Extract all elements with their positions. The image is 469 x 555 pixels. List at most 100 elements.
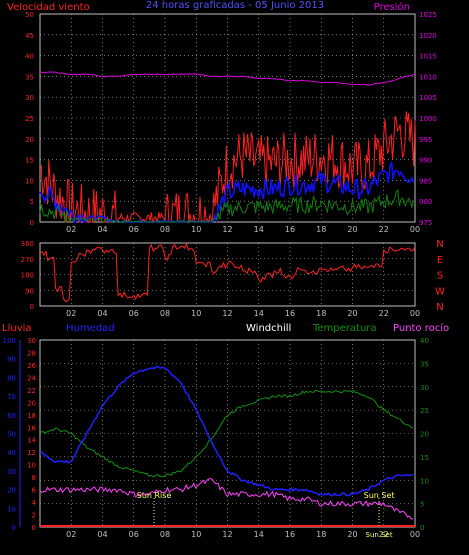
x-tick-label: 00 [410,225,420,234]
x-tick-label: 04 [97,225,107,234]
x-tick-label: 22 [379,225,389,234]
y-tick-label-humidity: 90 [7,356,16,364]
y-tick-label-rain: 0 [32,524,36,532]
y-tick-label-temperature: 10 [420,477,429,485]
y-tick-label-humidity: 30 [7,468,16,476]
legend-dewpoint: Punto rocío [393,322,449,334]
series-wind-direction [39,242,416,303]
series-temperature [39,389,414,478]
y-tick-label-humidity: 10 [7,505,16,513]
x-tick-label: 14 [254,530,264,539]
series-dewpoint [39,477,414,520]
x-tick-label: 14 [254,225,264,234]
x-tick-label: 06 [129,225,139,234]
y-tick-label-right: 1025 [419,11,437,19]
y-tick-label-left: 270 [21,256,34,264]
y-tick-label-right: 1010 [419,73,437,81]
y-tick-label-right: 995 [419,136,432,144]
y-axis-title-right: Presión [374,1,410,13]
y-tick-label-temperature: 40 [420,337,429,345]
y-tick-label-left: 0 [30,303,34,311]
annotation-tick-label: Sun Set [366,531,393,539]
x-tick-label: 18 [316,309,326,318]
x-tick-label: 04 [97,309,107,318]
x-tick-label: 16 [285,225,295,234]
x-tick-label: 00 [410,530,420,539]
y-tick-label-humidity: 40 [7,449,16,457]
y-tick-label-left: 180 [21,272,34,280]
x-tick-label: 12 [222,309,232,318]
y-tick-label-humidity: 20 [7,487,16,495]
y-tick-label-rain: 10 [27,462,36,470]
x-tick-label: 08 [160,309,170,318]
y-tick-label-humidity: 50 [7,431,16,439]
y-tick-label-rain: 4 [32,499,37,507]
wind-pressure-panel: 02 04 06 08 10 12 14 16 18 20 22 000510152025303540… [7,0,437,234]
x-tick-label: 18 [316,225,326,234]
x-tick-label: 02 [66,225,76,234]
y-tick-label-temperature: 0 [420,524,424,532]
y-tick-label-rain: 12 [27,449,36,457]
y-tick-label-humidity: 80 [7,374,16,382]
y-tick-label-right: 1000 [419,115,437,123]
wind-direction-panel: 02 04 06 08 10 12 14 16 18 20 22 00090180270360NWSE… [21,239,445,318]
x-tick-label: 16 [285,309,295,318]
y-tick-label-left: 0 [30,219,34,227]
y-tick-label-rain: 26 [27,362,36,370]
y-tick-label-rain: 16 [27,424,36,432]
direction-label: E [437,255,443,266]
legend-windchill: Windchill [246,323,291,334]
x-tick-label: 14 [254,309,264,318]
y-tick-label-right: 975 [419,219,432,227]
y-tick-label-rain: 8 [32,474,36,482]
y-tick-label-left: 50 [25,11,34,19]
y-tick-label-rain: 24 [27,374,36,382]
series-wind [39,161,415,224]
series-gust [39,111,416,224]
y-tick-label-rain: 30 [27,337,36,345]
y-tick-label-right: 1015 [419,53,437,61]
x-tick-label: 22 [379,530,389,539]
x-tick-label: 22 [379,309,389,318]
x-tick-label: 02 [66,309,76,318]
y-tick-label-humidity: 70 [7,393,16,401]
y-tick-label-rain: 20 [27,399,36,407]
y-tick-label-temperature: 5 [420,501,424,509]
x-tick-label: 08 [160,530,170,539]
x-tick-label: 10 [191,309,201,318]
y-tick-label-humidity: 60 [7,412,16,420]
y-tick-label-left: 90 [25,287,34,295]
y-tick-label-left: 30 [25,94,34,102]
legend-rain: Lluvia [2,323,32,334]
direction-label: W [435,286,445,297]
legend-temperature: Temperatura [312,323,377,334]
x-tick-label: 10 [191,530,201,539]
annotation-label: Sun Set [364,491,395,500]
x-tick-label: 12 [222,225,232,234]
y-tick-label-humidity: 100 [3,337,16,345]
y-axis-title-left: Velocidad viento [7,2,90,13]
x-tick-label: 16 [285,530,295,539]
y-tick-label-left: 15 [25,157,34,165]
y-tick-label-left: 10 [25,177,34,185]
series-wind-min [39,189,414,224]
y-tick-label-right: 980 [419,198,432,206]
y-tick-label-right: 985 [419,177,432,185]
y-tick-label-left: 360 [21,240,34,248]
y-tick-label-temperature: 30 [420,384,429,392]
direction-label: N [436,302,443,313]
series-pressure [39,71,416,86]
x-tick-label: 18 [316,530,326,539]
series-humidity [39,365,414,497]
y-tick-label-left: 25 [25,115,34,123]
y-tick-label-right: 990 [419,157,432,165]
direction-label: S [437,271,443,282]
y-tick-label-right: 1005 [419,94,437,102]
y-tick-label-left: 20 [25,136,34,144]
y-tick-label-left: 35 [25,73,34,81]
y-tick-label-rain: 28 [27,349,36,357]
y-tick-label-rain: 2 [32,512,36,520]
y-tick-label-temperature: 35 [420,360,429,368]
y-tick-label-right: 1020 [419,32,437,40]
